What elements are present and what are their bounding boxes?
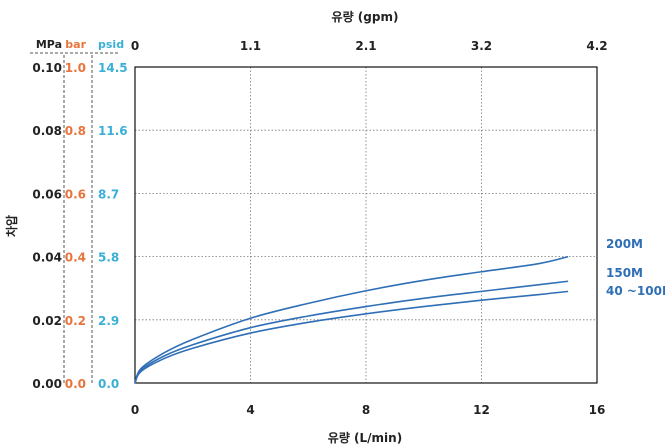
series-line-3 [134, 290, 569, 384]
x2-tick-label: 3.2 [471, 39, 492, 53]
grid-layer [135, 67, 597, 383]
series-line-1 [134, 255, 569, 384]
x2-tick-label: 1.1 [240, 39, 261, 53]
y-tick-label-psid: 8.7 [98, 187, 119, 201]
y-tick-label-bar: 0.6 [65, 187, 86, 201]
x2-tick-label: 2.1 [355, 39, 376, 53]
y-tick-label-bar: 0.8 [65, 124, 86, 138]
y-tick-label-psid: 11.6 [98, 124, 128, 138]
y-tick-label-mpa: 0.00 [32, 377, 62, 391]
y-tick-label-bar: 0.4 [65, 251, 86, 265]
y-tick-label-psid: 14.5 [98, 61, 128, 75]
y-unit-header-bar: bar [65, 38, 86, 51]
y-unit-header-psid: psid [98, 38, 124, 51]
series-label: 150M [606, 266, 643, 280]
y-axis-title: 차압 [4, 215, 19, 237]
series-line-2 [134, 280, 569, 384]
x2-axis-title: 유량 (gpm) [332, 10, 399, 24]
series-layer [134, 255, 569, 384]
y-tick-label-psid: 0.0 [98, 377, 119, 391]
unit-axis-separators [30, 52, 120, 383]
series-label: 40 ~100M [606, 284, 665, 298]
x-tick-label: 8 [362, 403, 370, 417]
x2-tick-label: 4.2 [586, 39, 607, 53]
x-tick-label: 12 [473, 403, 490, 417]
y-unit-header-mpa: MPa [36, 38, 62, 51]
y-tick-label-mpa: 0.08 [32, 124, 62, 138]
x2-tick-label: 0 [131, 39, 139, 53]
y-tick-label-psid: 5.8 [98, 251, 119, 265]
y-tick-label-mpa: 0.02 [32, 314, 62, 328]
y-tick-label-psid: 2.9 [98, 314, 119, 328]
series-label: 200M [606, 237, 643, 251]
x-tick-label: 0 [131, 403, 139, 417]
plot-frame [134, 66, 598, 384]
x-axis-title: 유량 (L/min) [328, 431, 402, 445]
y-tick-label-bar: 1.0 [65, 61, 86, 75]
y-tick-label-mpa: 0.10 [32, 61, 62, 75]
y-tick-label-mpa: 0.06 [32, 187, 62, 201]
y-tick-label-bar: 0.0 [65, 377, 86, 391]
x-tick-label: 16 [589, 403, 606, 417]
x-tick-label: 4 [246, 403, 254, 417]
y-tick-label-mpa: 0.04 [32, 251, 62, 265]
y-tick-label-bar: 0.2 [65, 314, 86, 328]
